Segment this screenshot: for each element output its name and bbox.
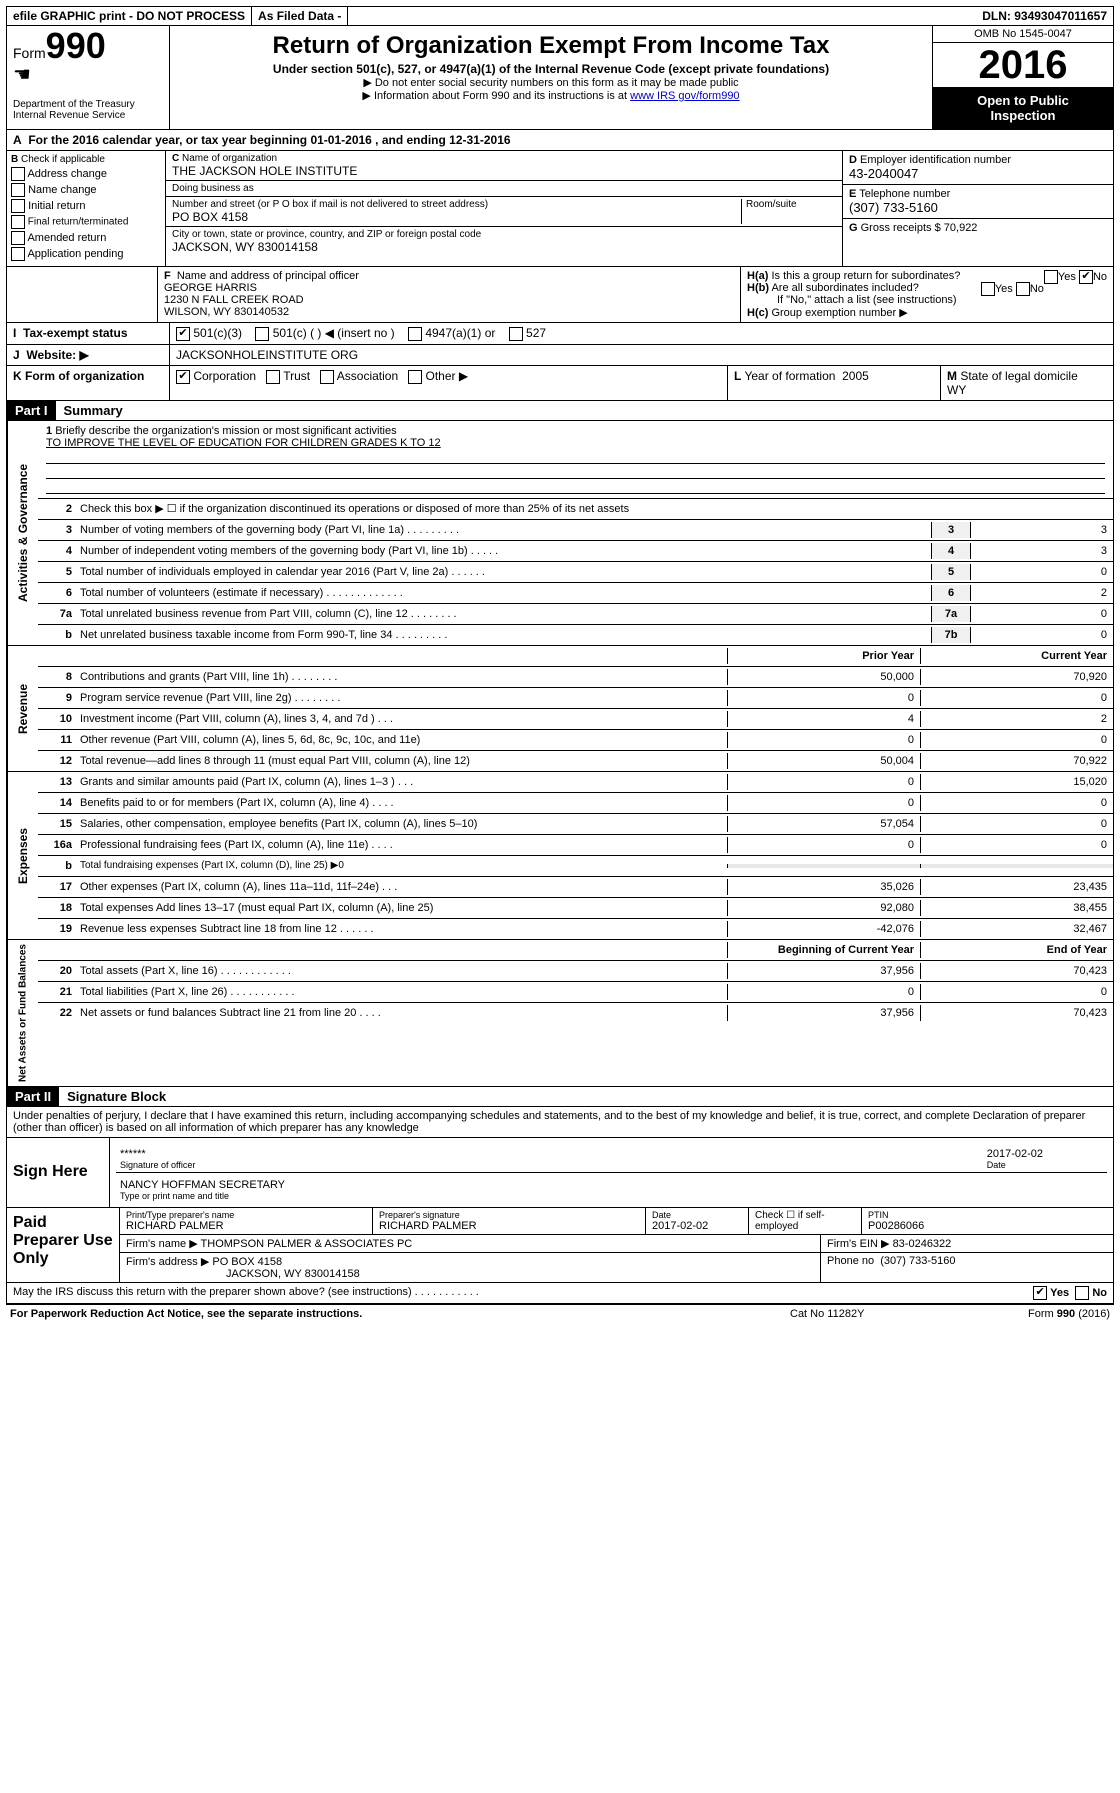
page-footer: For Paperwork Reduction Act Notice, see … (6, 1304, 1114, 1323)
part1-header: Part I Summary (6, 401, 1114, 421)
top-bar: efile GRAPHIC print - DO NOT PROCESS As … (6, 6, 1114, 26)
header-left: Form990 ☚ Department of the Treasury Int… (7, 26, 170, 129)
preparer-name: RICHARD PALMER (126, 1220, 366, 1232)
form-word: Form (13, 45, 46, 61)
form-footer: Form 990 (2016) (970, 1308, 1110, 1320)
street: PO BOX 4158 (172, 210, 741, 224)
sig-date: 2017-02-02 (987, 1148, 1043, 1160)
side-exp: Expenses (7, 772, 38, 939)
entity-grid: B Check if applicable Address change Nam… (6, 151, 1114, 267)
row-J: J Website: ▶ JACKSONHOLEINSTITUTE ORG (6, 345, 1114, 366)
ptin: P00286066 (868, 1220, 1107, 1232)
firm-phone: (307) 733-5160 (880, 1255, 955, 1267)
form-title: Return of Organization Exempt From Incom… (178, 32, 924, 60)
ein: 43-2040047 (849, 166, 918, 181)
phone: (307) 733-5160 (849, 200, 938, 215)
website: JACKSONHOLEINSTITUTE ORG (170, 345, 364, 365)
section-A: A For the 2016 calendar year, or tax yea… (6, 130, 1114, 151)
preparer-date: 2017-02-02 (652, 1220, 742, 1232)
row-F-H: F Name and address of principal officer … (6, 267, 1114, 323)
col-B: B Check if applicable Address change Nam… (7, 151, 166, 266)
row-K: K Form of organization ✔ Corporation Tru… (6, 366, 1114, 401)
officer-name: GEORGE HARRIS (164, 282, 734, 294)
form-number: 990 (46, 25, 106, 66)
form-header: Form990 ☚ Department of the Treasury Int… (6, 26, 1114, 130)
omb-number: OMB No 1545-0047 (933, 26, 1113, 43)
gov-block: Activities & Governance 1 Briefly descri… (6, 421, 1114, 646)
officer-addr2: WILSON, WY 830140532 (164, 306, 734, 318)
exp-block: Expenses 13Grants and similar amounts pa… (6, 772, 1114, 940)
efile-notice: efile GRAPHIC print - DO NOT PROCESS (7, 7, 252, 25)
chk-initial[interactable]: Initial return (11, 199, 161, 213)
open-to-public: Open to Public Inspection (933, 87, 1113, 129)
asfiled-label: As Filed Data - (252, 7, 348, 25)
firm-addr2: JACKSON, WY 830014158 (126, 1268, 360, 1280)
officer-addr1: 1230 N FALL CREEK ROAD (164, 294, 734, 306)
chk-pending[interactable]: Application pending (11, 247, 161, 261)
officer-signed-name: NANCY HOFFMAN SECRETARY (120, 1179, 1103, 1191)
org-name: THE JACKSON HOLE INSTITUTE (172, 164, 836, 178)
sign-here-block: Sign Here ****** Signature of officer 20… (6, 1138, 1114, 1208)
col-DEFG: D Employer identification number 43-2040… (843, 151, 1113, 266)
part2-header: Part II Signature Block (6, 1087, 1114, 1107)
header-note2: ▶ Information about Form 990 and its ins… (178, 89, 924, 102)
mission: TO IMPROVE THE LEVEL OF EDUCATION FOR CH… (46, 437, 1105, 449)
irs-link[interactable]: www IRS gov/form990 (630, 90, 739, 102)
chk-501c3[interactable]: ✔ (176, 327, 190, 341)
chk-discuss-yes[interactable]: ✔ (1033, 1286, 1047, 1300)
firm-addr: PO BOX 4158 (212, 1256, 282, 1268)
sig-stars: ****** (120, 1148, 195, 1160)
cat-no: Cat No 11282Y (790, 1308, 970, 1320)
col-C: C Name of organization THE JACKSON HOLE … (166, 151, 843, 266)
chk-final[interactable]: Final return/terminated (11, 215, 161, 229)
header-right: OMB No 1545-0047 2016 Open to Public Ins… (933, 26, 1113, 129)
city: JACKSON, WY 830014158 (172, 240, 836, 254)
firm-name: THOMPSON PALMER & ASSOCIATES PC (201, 1238, 413, 1250)
preparer-sig: RICHARD PALMER (379, 1220, 639, 1232)
sign-here-label: Sign Here (7, 1138, 110, 1207)
preparer-block: Paid Preparer Use Only Print/Type prepar… (6, 1208, 1114, 1283)
state-domicile: WY (947, 383, 966, 397)
form-subtitle: Under section 501(c), 527, or 4947(a)(1)… (178, 62, 924, 76)
net-block: Net Assets or Fund Balances Beginning of… (6, 940, 1114, 1087)
dept-line2: Internal Revenue Service (13, 110, 163, 121)
dept-line1: Department of the Treasury (13, 99, 163, 110)
dln-box: DLN: 93493047011657 (976, 7, 1113, 25)
chk-name[interactable]: Name change (11, 183, 161, 197)
discuss-row: May the IRS discuss this return with the… (6, 1283, 1114, 1304)
header-note1: ▶ Do not enter social security numbers o… (178, 76, 924, 89)
chk-address[interactable]: Address change (11, 167, 161, 181)
side-gov: Activities & Governance (7, 421, 38, 645)
l3-val: 3 (970, 522, 1113, 538)
row-I: I Tax-exempt status ✔ 501(c)(3) 501(c) (… (6, 323, 1114, 345)
header-center: Return of Organization Exempt From Incom… (170, 26, 933, 129)
rev-block: Revenue Prior YearCurrent Year 8Contribu… (6, 646, 1114, 772)
perjury-text: Under penalties of perjury, I declare th… (6, 1107, 1114, 1138)
chk-amended[interactable]: Amended return (11, 231, 161, 245)
firm-ein: 83-0246322 (893, 1238, 952, 1250)
year-formation: 2005 (842, 369, 869, 383)
gross-receipts: 70,922 (944, 222, 978, 234)
paid-preparer-label: Paid Preparer Use Only (7, 1208, 120, 1282)
side-rev: Revenue (7, 646, 38, 771)
side-net: Net Assets or Fund Balances (7, 940, 38, 1086)
chk-discuss-no[interactable] (1075, 1286, 1089, 1300)
tax-year: 2016 (933, 43, 1113, 87)
